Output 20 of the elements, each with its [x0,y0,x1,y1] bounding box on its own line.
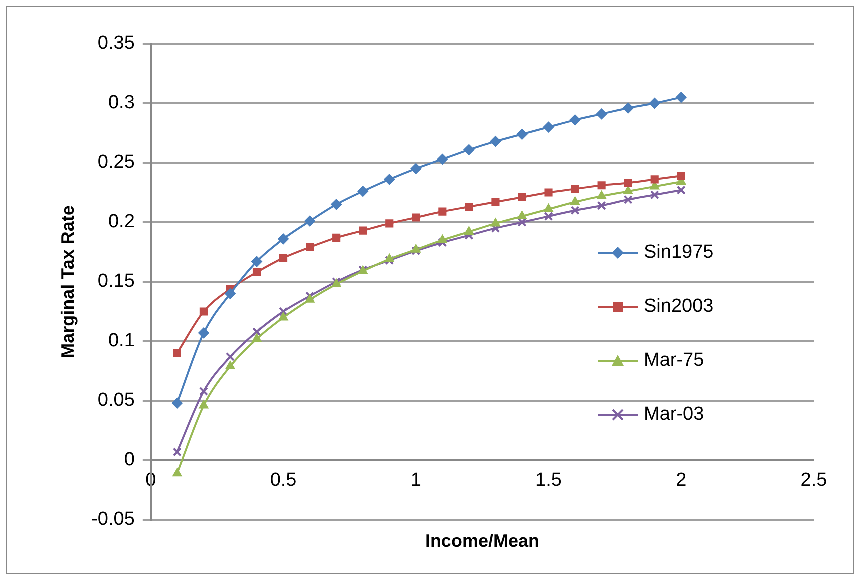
y-tick-label: 0 [124,450,135,471]
y-tick-label: 0.25 [98,152,135,174]
legend-label: Mar-75 [644,350,704,372]
x-axis-title: Income/Mean [425,530,540,551]
y-tick-label: 0.3 [108,92,135,114]
legend-label: Mar-03 [644,404,704,426]
y-tick-label: 0.05 [98,390,135,412]
x-tick-label: 2.5 [800,470,828,492]
y-tick-label: 0.15 [98,271,135,292]
y-tick-label: 0.1 [108,330,135,352]
x-tick-label: 2 [676,470,687,492]
legend-label: Sin2003 [644,296,714,318]
y-tick-label: 0.2 [108,212,135,233]
y-tick-label: 0.35 [98,33,135,54]
x-tick-label: 1.5 [536,470,562,492]
y-axis-title: Marginal Tax Rate [58,206,78,358]
legend-label: Sin1975 [644,242,714,264]
x-tick-label: 1 [410,470,422,492]
x-tick-label: 0.5 [270,470,297,492]
y-tick-label: -0.05 [92,509,135,530]
